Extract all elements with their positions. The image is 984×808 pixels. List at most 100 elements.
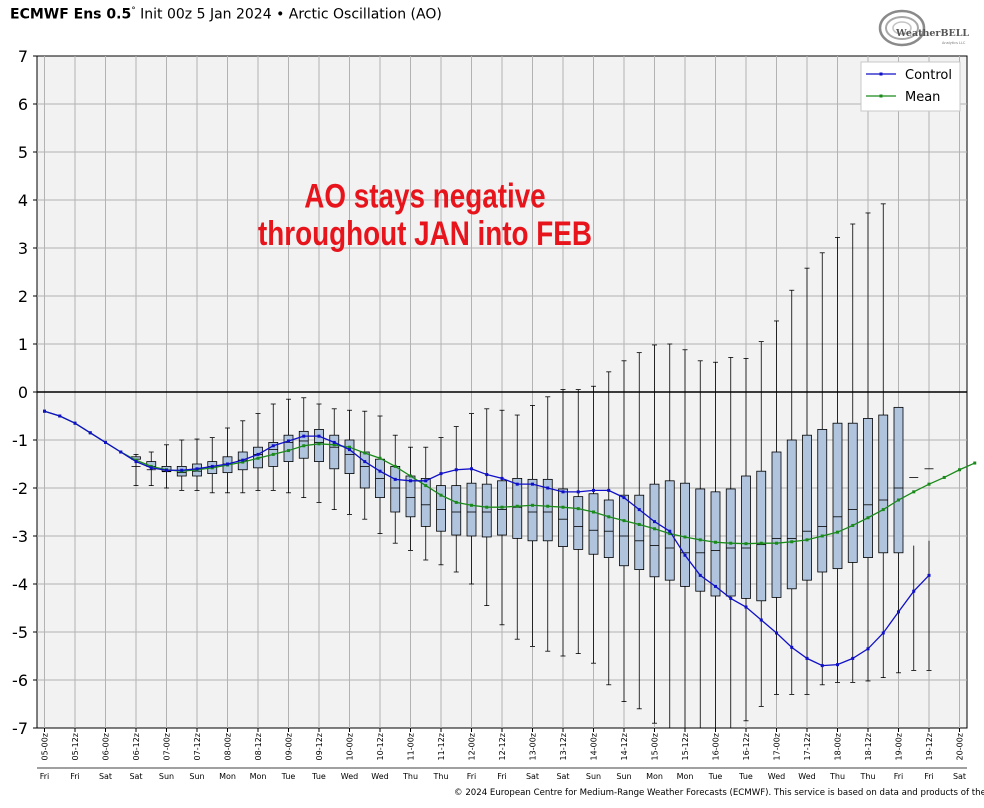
control-point (592, 488, 595, 492)
box-iqr (802, 434, 812, 581)
control-point (714, 584, 717, 588)
box-iqr (649, 483, 660, 578)
legend-mean-marker (879, 94, 883, 98)
control-point (790, 645, 794, 649)
legend-control-label: Control (905, 68, 952, 83)
x-tick-label: 05-00z (41, 733, 50, 760)
x-day-label: Mon (646, 772, 663, 781)
x-day-label: Sat (556, 772, 569, 781)
box-iqr (451, 485, 462, 536)
control-point (531, 482, 534, 486)
x-day-label: Sun (616, 772, 631, 781)
x-day-label: Mon (677, 772, 694, 781)
copyright-notice: © 2024 European Centre for Medium-Range … (454, 788, 984, 798)
control-point (195, 467, 199, 471)
x-day-label: Thu (859, 772, 875, 781)
box-iqr (314, 429, 324, 463)
mean-point (744, 542, 748, 546)
x-tick-label: 13-12z (559, 733, 568, 760)
x-day-label: Wed (768, 772, 785, 781)
y-tick-label: 6 (18, 95, 28, 114)
control-point (820, 664, 824, 668)
y-tick-label: 2 (18, 287, 28, 306)
x-tick-label: 18-12z (864, 733, 873, 760)
box-iqr (558, 488, 568, 547)
x-tick-label: 20-00z (956, 733, 965, 760)
control-point (149, 466, 153, 470)
box-iqr (893, 406, 904, 554)
control-point (302, 434, 306, 438)
mean-point (470, 503, 473, 507)
x-day-label: Fri (40, 772, 50, 781)
mean-point (668, 532, 672, 536)
x-day-label: Wed (341, 772, 358, 781)
swirl-logo-icon: WeatherBELL Analytics LLC (878, 9, 969, 47)
x-day-label: Thu (829, 772, 845, 781)
x-tick-label: 10-00z (346, 733, 355, 760)
title-separator: • (276, 6, 285, 23)
box-iqr (710, 491, 721, 597)
control-point (363, 460, 367, 464)
mean-point (622, 519, 626, 523)
x-tick-label: 05-12z (71, 733, 80, 760)
x-day-label: Sun (586, 772, 601, 781)
control-point (393, 477, 397, 481)
control-point (653, 520, 656, 524)
x-day-label: Tue (708, 772, 723, 781)
control-point (210, 464, 214, 468)
box-iqr (603, 499, 614, 558)
index-name: Arctic Oscillation (AO) (288, 6, 442, 23)
logo-subtext: Analytics LLC (942, 41, 966, 45)
x-day-label: Tue (738, 772, 753, 781)
x-day-label: Thu (432, 772, 448, 781)
control-point (576, 490, 580, 494)
mean-point (866, 516, 870, 520)
control-point (348, 448, 351, 452)
box-iqr (588, 493, 599, 555)
x-day-label: Fri (894, 772, 904, 781)
x-tick-label: 19-12z (925, 733, 934, 760)
x-day-label: Thu (402, 772, 418, 781)
box-iqr (863, 417, 873, 558)
y-tick-label: -1 (12, 431, 28, 450)
control-point (775, 631, 778, 635)
box-iqr (466, 482, 477, 537)
control-point (683, 553, 687, 557)
control-point (515, 482, 519, 486)
control-point (805, 656, 809, 660)
control-point (271, 444, 275, 448)
mean-point (500, 505, 504, 509)
mean-point (973, 461, 977, 465)
x-day-label: Tue (281, 772, 296, 781)
control-point (454, 468, 458, 472)
mean-point (942, 475, 946, 479)
x-day-label: Sat (526, 772, 539, 781)
x-day-label: Fri (924, 772, 934, 781)
x-day-label: Sun (159, 772, 174, 781)
legend-control-marker (879, 72, 883, 76)
x-tick-label: 08-12z (254, 733, 263, 760)
mean-point (820, 534, 824, 538)
box-iqr (390, 465, 401, 513)
mean-point (836, 530, 839, 534)
x-tick-label: 16-00z (712, 733, 721, 760)
control-point (500, 476, 504, 480)
control-point (43, 409, 46, 413)
control-point (424, 479, 428, 483)
control-point (897, 610, 900, 614)
mean-point (714, 540, 717, 544)
control-point (546, 486, 550, 490)
control-point (256, 452, 260, 456)
control-point (637, 508, 641, 512)
mean-point (637, 522, 641, 526)
x-tick-label: 06-00z (102, 733, 111, 760)
control-point (241, 458, 245, 462)
box-iqr (573, 496, 584, 550)
mean-point (546, 504, 550, 508)
control-point (851, 656, 855, 660)
control-point (836, 663, 839, 667)
x-tick-label: 15-12z (681, 733, 690, 760)
x-day-label: Sat (129, 772, 142, 781)
legend-box (860, 61, 961, 112)
box-iqr (634, 494, 645, 571)
